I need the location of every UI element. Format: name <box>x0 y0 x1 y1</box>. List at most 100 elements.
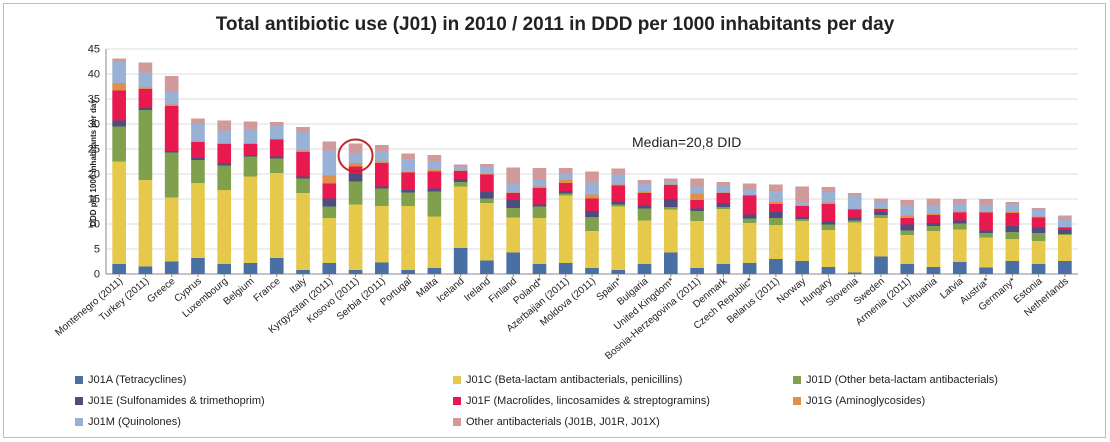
bar-segment <box>453 170 468 171</box>
bar-segment <box>112 61 126 83</box>
bar-segment <box>506 217 521 253</box>
bar-segment <box>663 252 678 274</box>
bar-segment <box>322 206 337 218</box>
bar-segment <box>296 150 310 152</box>
bar-segment <box>979 233 993 238</box>
bar-stack <box>1058 215 1072 274</box>
y-tick-label: 20 <box>88 169 100 181</box>
bar-segment <box>217 130 232 143</box>
bar-segment <box>348 204 363 270</box>
bar-segment <box>375 161 389 163</box>
bar-segment <box>243 155 258 157</box>
x-tick-label: Italy <box>288 276 309 296</box>
legend-item: Other antibacterials (J01B, J01R, J01X) <box>453 416 660 428</box>
bar-segment <box>164 261 179 274</box>
bar-segment <box>637 180 652 184</box>
bar-segment <box>296 127 310 132</box>
bar-segment <box>427 171 442 189</box>
bar-segment <box>952 211 967 213</box>
bar-segment <box>453 186 468 248</box>
bar-segment <box>217 120 232 131</box>
bar-segment <box>1031 227 1046 233</box>
bar-segment <box>952 223 967 230</box>
legend-item: J01F (Macrolides, lincosamides & strepto… <box>453 395 710 407</box>
bar-segment <box>1031 264 1046 274</box>
bar-segment <box>427 170 442 172</box>
bar-stack <box>952 199 967 274</box>
bar-segment <box>979 205 993 212</box>
bar-segment <box>401 159 415 172</box>
bar-segment <box>874 201 888 209</box>
bar-stack <box>874 198 888 274</box>
bar-segment <box>926 223 941 226</box>
bar-segment <box>427 268 442 274</box>
bar-segment <box>269 139 284 157</box>
bar-segment <box>795 221 809 261</box>
bar-segment <box>900 218 915 225</box>
bar-segment <box>217 190 232 264</box>
bar-segment <box>138 108 153 110</box>
bar-segment <box>375 262 389 274</box>
bar-stack <box>138 62 153 274</box>
bar-segment <box>164 197 179 262</box>
legend-swatch <box>75 418 83 426</box>
bar-segment <box>769 259 783 274</box>
bar-segment <box>1031 233 1046 241</box>
bar-segment <box>690 178 704 187</box>
bar-segment <box>1031 216 1046 218</box>
bar-segment <box>900 205 915 216</box>
bar-segment <box>663 209 678 253</box>
bar-segment <box>690 208 704 211</box>
legend-item: J01D (Other beta-lactam antibacterials) <box>793 374 998 386</box>
bar-segment <box>900 200 915 206</box>
bar-segment <box>322 218 337 263</box>
bar-stack <box>243 121 258 274</box>
bar-segment <box>742 190 757 195</box>
bar-segment <box>296 176 310 179</box>
legend-swatch <box>453 376 461 384</box>
bar-stack <box>191 118 205 274</box>
bar-segment <box>1005 202 1020 205</box>
bar-stack <box>348 143 363 274</box>
bar-segment <box>427 188 442 192</box>
y-tick-labels: 0 5 10 15 20 25 30 35 40 45 <box>88 44 100 281</box>
bar-segment <box>322 198 337 207</box>
bar-segment <box>769 218 783 225</box>
bar-segment <box>874 256 888 274</box>
bar-segment <box>269 126 284 139</box>
bar-segment <box>480 192 494 199</box>
x-tick-label: Iceland <box>435 276 467 305</box>
bar-segment <box>716 203 731 207</box>
bar-stack <box>585 171 599 274</box>
bar-stack <box>926 198 941 274</box>
bar-segment <box>322 175 337 184</box>
bar-segment <box>637 191 652 193</box>
y-tick-label: 10 <box>88 219 100 231</box>
bar-segment <box>716 192 731 193</box>
bar-segment <box>532 179 547 187</box>
bar-segment <box>690 211 704 221</box>
bar-segment <box>611 174 626 185</box>
bar-segment <box>900 264 915 274</box>
bar-segment <box>585 182 599 195</box>
bar-segment <box>480 174 494 175</box>
bar-segment <box>506 252 521 274</box>
bar-segment <box>847 193 862 195</box>
bar-segment <box>847 272 862 274</box>
bar-segment <box>532 218 547 264</box>
y-tick-label: 30 <box>88 119 100 131</box>
bar-segment <box>453 166 468 171</box>
legend-item: J01E (Sulfonamides & trimethoprim) <box>75 395 265 407</box>
bar-segment <box>322 183 337 199</box>
bar-segment <box>269 122 284 126</box>
legend-label: Other antibacterials (J01B, J01R, J01X) <box>466 416 660 428</box>
bar-segment <box>1005 261 1020 274</box>
bar-segment <box>401 190 415 193</box>
bar-segment <box>1058 227 1072 228</box>
bar-segment <box>164 151 179 153</box>
bar-segment <box>1005 204 1020 212</box>
bar-segment <box>795 205 809 206</box>
bar-segment <box>401 172 415 190</box>
bar-segment <box>900 230 915 235</box>
bar-segment <box>558 191 573 194</box>
